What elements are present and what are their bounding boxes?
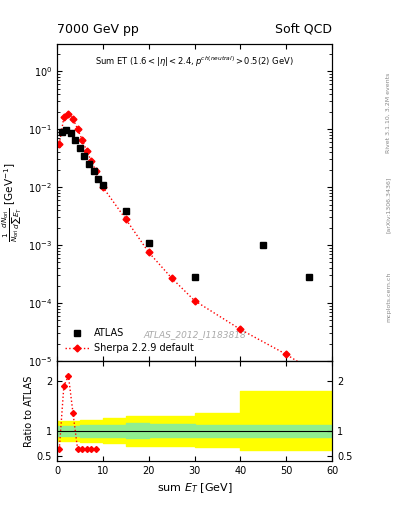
Sherpa 2.2.9 default [71, 116, 75, 122]
Line: Sherpa 2.2.9 default: Sherpa 2.2.9 default [57, 111, 323, 378]
Y-axis label: Ratio to ATLAS: Ratio to ATLAS [24, 375, 34, 446]
ATLAS [146, 240, 151, 246]
Sherpa 2.2.9 default [80, 137, 84, 143]
Sherpa 2.2.9 default [146, 249, 151, 255]
Text: Sum ET $(1.6 < |\eta| < 2.4, p^{ch(neutral)} > 0.5(2)\ \mathrm{GeV})$: Sum ET $(1.6 < |\eta| < 2.4, p^{ch(neutr… [95, 55, 294, 69]
Sherpa 2.2.9 default [318, 373, 323, 379]
Text: ATLAS_2012_I1183818: ATLAS_2012_I1183818 [143, 330, 246, 339]
ATLAS [261, 242, 266, 248]
Sherpa 2.2.9 default [89, 158, 94, 164]
Sherpa 2.2.9 default [75, 126, 80, 132]
Sherpa 2.2.9 default [169, 275, 174, 281]
ATLAS [59, 129, 64, 135]
Sherpa 2.2.9 default [123, 216, 128, 222]
Legend: ATLAS, Sherpa 2.2.9 default: ATLAS, Sherpa 2.2.9 default [62, 326, 197, 356]
ATLAS [101, 182, 105, 188]
ATLAS [68, 130, 73, 136]
ATLAS [123, 208, 128, 215]
Text: mcplots.cern.ch: mcplots.cern.ch [386, 272, 391, 322]
ATLAS [192, 274, 197, 280]
ATLAS [77, 144, 82, 151]
Text: [arXiv:1306.3436]: [arXiv:1306.3436] [386, 177, 391, 233]
Sherpa 2.2.9 default [238, 326, 243, 332]
Sherpa 2.2.9 default [84, 148, 89, 154]
ATLAS [64, 127, 68, 134]
ATLAS [96, 176, 101, 182]
Text: Rivet 3.1.10, 3.2M events: Rivet 3.1.10, 3.2M events [386, 73, 391, 153]
Sherpa 2.2.9 default [284, 351, 288, 357]
Sherpa 2.2.9 default [62, 114, 66, 120]
Sherpa 2.2.9 default [101, 184, 105, 190]
Y-axis label: $\frac{1}{N_\mathrm{ori}}\frac{dN_\mathrm{ori}}{d\sum E_T}$ [GeV$^{-1}$]: $\frac{1}{N_\mathrm{ori}}\frac{dN_\mathr… [0, 162, 24, 242]
ATLAS [307, 274, 312, 280]
Text: Soft QCD: Soft QCD [275, 23, 332, 36]
Sherpa 2.2.9 default [192, 297, 197, 304]
Sherpa 2.2.9 default [66, 111, 71, 117]
ATLAS [82, 153, 87, 159]
Text: 7000 GeV pp: 7000 GeV pp [57, 23, 139, 36]
ATLAS [91, 168, 96, 174]
Sherpa 2.2.9 default [94, 168, 98, 174]
ATLAS [87, 161, 92, 167]
Line: ATLAS: ATLAS [59, 127, 312, 280]
X-axis label: sum $E_T$ [GeV]: sum $E_T$ [GeV] [157, 481, 232, 495]
ATLAS [73, 137, 78, 143]
Sherpa 2.2.9 default [57, 141, 62, 147]
